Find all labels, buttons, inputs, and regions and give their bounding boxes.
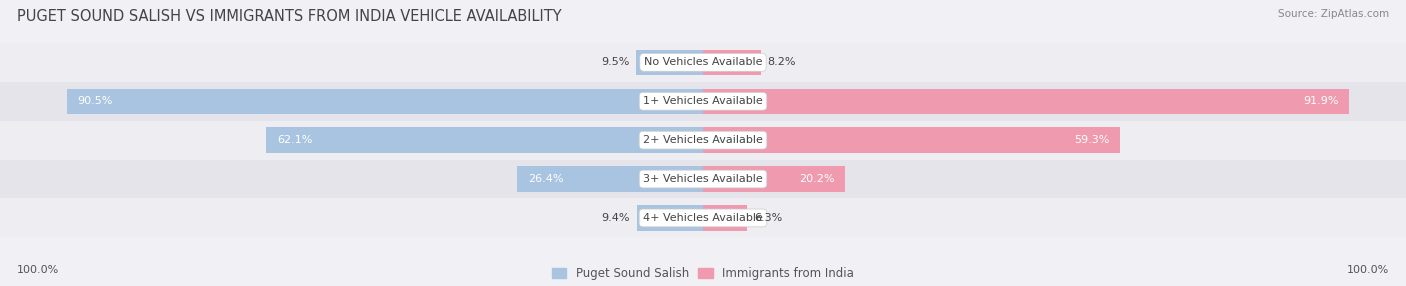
Text: 100.0%: 100.0%	[1347, 265, 1389, 275]
Bar	[66, 89, 703, 114]
Bar	[703, 166, 845, 192]
Bar	[703, 89, 1350, 114]
Text: 26.4%: 26.4%	[529, 174, 564, 184]
Bar	[637, 205, 703, 231]
Bar	[703, 50, 761, 75]
Legend: Puget Sound Salish, Immigrants from India: Puget Sound Salish, Immigrants from Indi…	[553, 267, 853, 280]
Text: 62.1%: 62.1%	[277, 135, 312, 145]
Text: 3+ Vehicles Available: 3+ Vehicles Available	[643, 174, 763, 184]
Bar	[0, 121, 1406, 160]
Bar	[517, 166, 703, 192]
Text: 59.3%: 59.3%	[1074, 135, 1109, 145]
Text: Source: ZipAtlas.com: Source: ZipAtlas.com	[1278, 9, 1389, 19]
Bar	[703, 205, 748, 231]
Text: 8.2%: 8.2%	[768, 57, 796, 67]
Text: 6.3%: 6.3%	[754, 213, 783, 223]
Text: 9.4%: 9.4%	[602, 213, 630, 223]
Text: No Vehicles Available: No Vehicles Available	[644, 57, 762, 67]
Bar	[0, 82, 1406, 121]
Bar	[703, 128, 1119, 153]
Text: 90.5%: 90.5%	[77, 96, 112, 106]
Text: 91.9%: 91.9%	[1303, 96, 1339, 106]
Bar	[266, 128, 703, 153]
Text: 2+ Vehicles Available: 2+ Vehicles Available	[643, 135, 763, 145]
Bar	[0, 43, 1406, 82]
Bar	[0, 198, 1406, 237]
Text: 20.2%: 20.2%	[799, 174, 835, 184]
Text: 1+ Vehicles Available: 1+ Vehicles Available	[643, 96, 763, 106]
Bar	[0, 160, 1406, 198]
Text: 9.5%: 9.5%	[600, 57, 630, 67]
Text: 100.0%: 100.0%	[17, 265, 59, 275]
Bar	[637, 50, 703, 75]
Text: PUGET SOUND SALISH VS IMMIGRANTS FROM INDIA VEHICLE AVAILABILITY: PUGET SOUND SALISH VS IMMIGRANTS FROM IN…	[17, 9, 561, 23]
Text: 4+ Vehicles Available: 4+ Vehicles Available	[643, 213, 763, 223]
